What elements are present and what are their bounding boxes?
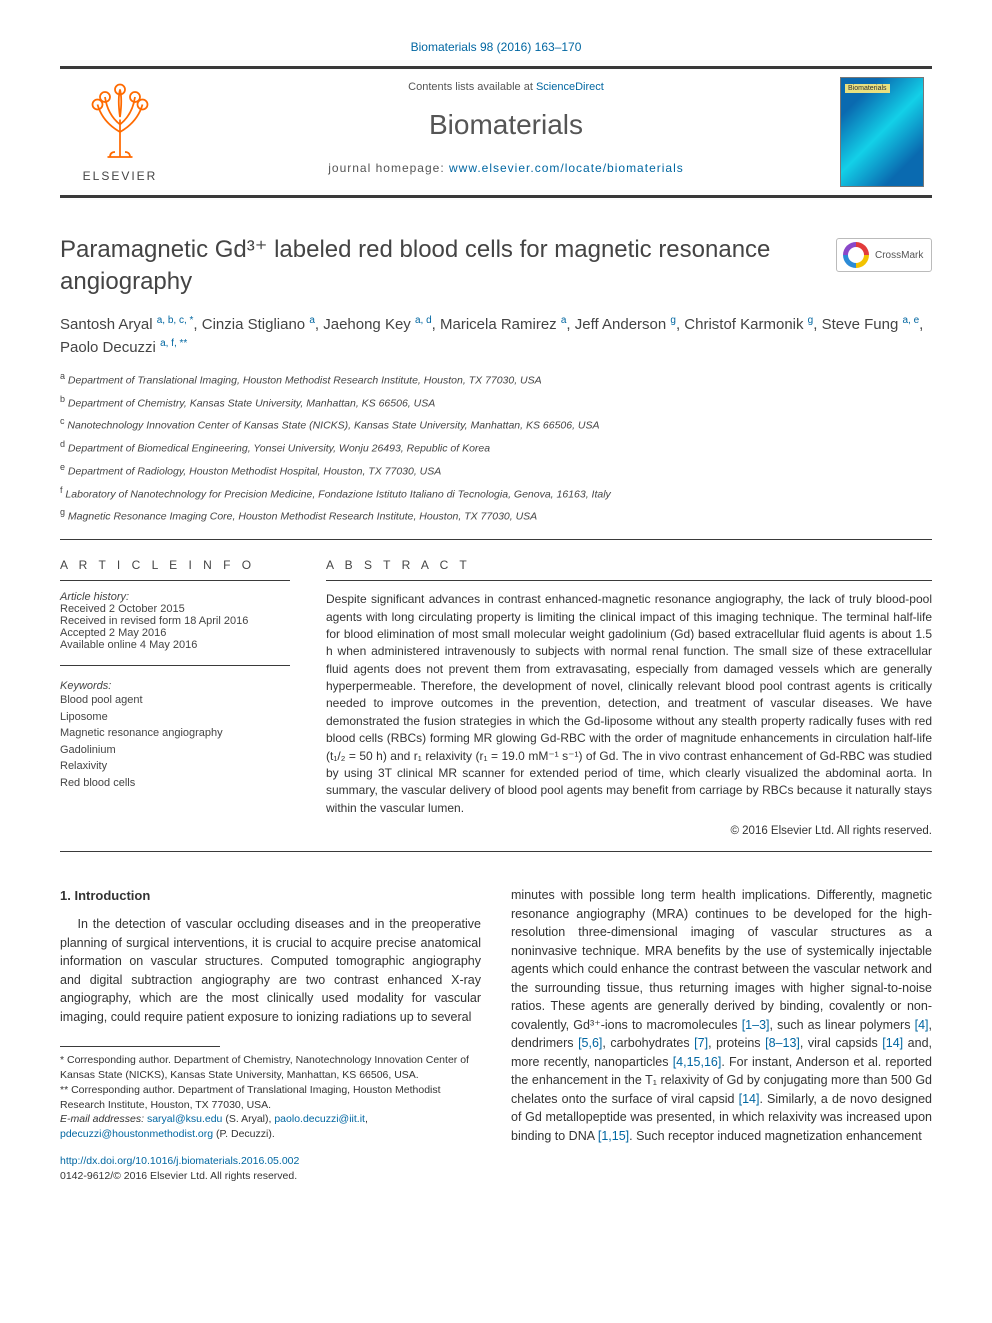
- sciencedirect-link[interactable]: ScienceDirect: [536, 81, 604, 93]
- section-heading-intro: 1. Introduction: [60, 886, 481, 905]
- affiliation-list: a Department of Translational Imaging, H…: [60, 370, 932, 525]
- cover-label: Biomaterials: [845, 84, 890, 93]
- footnotes: * Corresponding author. Department of Ch…: [60, 1053, 481, 1141]
- footnote-corresp-1: * Corresponding author. Department of Ch…: [60, 1053, 481, 1082]
- journal-header-center: Contents lists available at ScienceDirec…: [180, 69, 832, 195]
- keyword-list: Blood pool agentLiposomeMagnetic resonan…: [60, 692, 290, 791]
- publisher-name: ELSEVIER: [80, 169, 160, 183]
- keyword-item: Gadolinium: [60, 742, 290, 759]
- email-label: E-mail addresses:: [60, 1113, 147, 1125]
- history-item: Accepted 2 May 2016: [60, 627, 290, 639]
- article-history-label: Article history:: [60, 591, 290, 603]
- contents-prefix: Contents lists available at: [408, 81, 536, 93]
- article-title: Paramagnetic Gd³⁺ labeled red blood cell…: [60, 234, 932, 299]
- journal-title: Biomaterials: [188, 109, 824, 141]
- email-1[interactable]: saryal@ksu.edu: [147, 1113, 222, 1125]
- article-info-heading: A R T I C L E I N F O: [60, 558, 290, 572]
- footnote-corresp-2: ** Corresponding author. Department of T…: [60, 1083, 481, 1112]
- email-2[interactable]: paolo.decuzzi@iit.it: [274, 1113, 365, 1125]
- crossmark-badge[interactable]: CrossMark: [836, 238, 932, 272]
- intro-para-1: In the detection of vascular occluding d…: [60, 915, 481, 1026]
- affiliation: d Department of Biomedical Engineering, …: [60, 438, 932, 457]
- elsevier-tree-icon: [80, 82, 160, 162]
- journal-cover-thumbnail: Biomaterials: [840, 77, 924, 187]
- footnote-rule: [60, 1046, 220, 1047]
- page-root: Biomaterials 98 (2016) 163–170: [0, 0, 992, 1225]
- history-item: Received 2 October 2015: [60, 603, 290, 615]
- issn-copyright: 0142-9612/© 2016 Elsevier Ltd. All right…: [60, 1169, 481, 1185]
- abstract-text: Despite significant advances in contrast…: [326, 591, 932, 817]
- affiliation: c Nanotechnology Innovation Center of Ka…: [60, 415, 932, 434]
- abstract-column: A B S T R A C T Despite significant adva…: [326, 558, 932, 837]
- journal-homepage-line: journal homepage: www.elsevier.com/locat…: [188, 161, 824, 175]
- article-history-list: Received 2 October 2015Received in revis…: [60, 603, 290, 651]
- info-abstract-row: A R T I C L E I N F O Article history: R…: [60, 558, 932, 837]
- keyword-item: Red blood cells: [60, 775, 290, 792]
- history-item: Available online 4 May 2016: [60, 639, 290, 651]
- info-rule-2: [60, 665, 290, 666]
- body-col-left: 1. Introduction In the detection of vasc…: [60, 886, 481, 1184]
- journal-cover-box: Biomaterials: [832, 69, 932, 195]
- homepage-prefix: journal homepage:: [328, 161, 449, 175]
- email-1-who: (S. Aryal),: [222, 1113, 274, 1125]
- intro-para-2: minutes with possible long term health i…: [511, 886, 932, 1145]
- keyword-item: Relaxivity: [60, 758, 290, 775]
- history-item: Received in revised form 18 April 2016: [60, 615, 290, 627]
- affiliation: e Department of Radiology, Houston Metho…: [60, 461, 932, 480]
- affiliation: g Magnetic Resonance Imaging Core, Houst…: [60, 506, 932, 525]
- email-sep: ,: [365, 1113, 368, 1125]
- email-3[interactable]: pdecuzzi@houstonmethodist.org: [60, 1128, 213, 1140]
- publisher-logo-box: ELSEVIER: [60, 69, 180, 195]
- affiliation: b Department of Chemistry, Kansas State …: [60, 393, 932, 412]
- abstract-rule: [326, 580, 932, 581]
- doi-link[interactable]: http://dx.doi.org/10.1016/j.biomaterials…: [60, 1155, 299, 1167]
- rule-above-info: [60, 539, 932, 540]
- article-info-column: A R T I C L E I N F O Article history: R…: [60, 558, 290, 837]
- article-block: CrossMark Paramagnetic Gd³⁺ labeled red …: [60, 234, 932, 525]
- abstract-copyright: © 2016 Elsevier Ltd. All rights reserved…: [326, 825, 932, 837]
- abstract-heading: A B S T R A C T: [326, 558, 932, 572]
- crossmark-label: CrossMark: [875, 250, 923, 261]
- affiliation: a Department of Translational Imaging, H…: [60, 370, 932, 389]
- rule-below-abstract: [60, 851, 932, 852]
- top-citation: Biomaterials 98 (2016) 163–170: [60, 40, 932, 54]
- journal-header: ELSEVIER Contents lists available at Sci…: [60, 66, 932, 198]
- affiliation: f Laboratory of Nanotechnology for Preci…: [60, 484, 932, 503]
- email-3-who: (P. Decuzzi).: [213, 1128, 275, 1140]
- keyword-item: Magnetic resonance angiography: [60, 725, 290, 742]
- keywords-label: Keywords:: [60, 680, 290, 692]
- footnote-emails: E-mail addresses: saryal@ksu.edu (S. Ary…: [60, 1112, 481, 1141]
- crossmark-icon: [843, 242, 869, 268]
- body-columns: 1. Introduction In the detection of vasc…: [60, 886, 932, 1184]
- keyword-item: Liposome: [60, 709, 290, 726]
- body-col-right: minutes with possible long term health i…: [511, 886, 932, 1184]
- contents-available-line: Contents lists available at ScienceDirec…: [188, 81, 824, 93]
- journal-homepage-link[interactable]: www.elsevier.com/locate/biomaterials: [449, 161, 684, 175]
- info-rule: [60, 580, 290, 581]
- doi-block: http://dx.doi.org/10.1016/j.biomaterials…: [60, 1154, 481, 1185]
- author-list: Santosh Aryal a, b, c, *, Cinzia Stiglia…: [60, 313, 932, 360]
- keyword-item: Blood pool agent: [60, 692, 290, 709]
